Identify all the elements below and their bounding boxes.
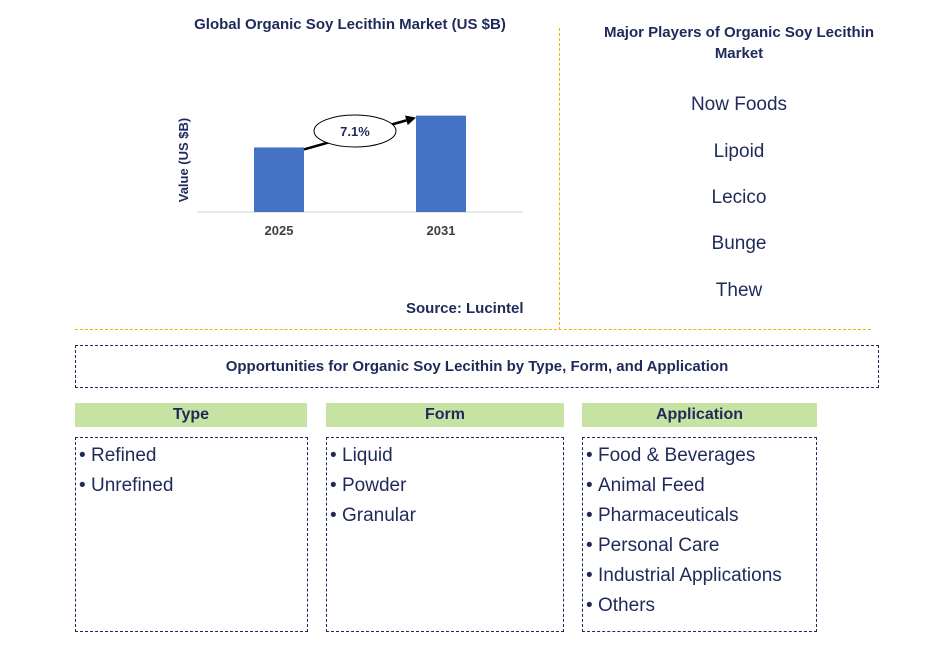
horizontal-divider [75,329,871,330]
list-item: • Granular [330,505,416,526]
column-header-type: Type [75,403,307,427]
list-item: • Others [586,595,656,616]
cagr-bubble [313,114,397,148]
column-header-form: Form [326,403,564,427]
column-header-application: Application [582,403,817,427]
player-name: Now Foods [690,94,788,115]
bar-2025 [254,147,304,212]
cagr-arrowhead [405,115,416,126]
cagr-label: 7.1% [340,124,370,139]
vertical-divider [559,28,560,330]
list-item: • Powder [330,475,407,496]
player-name: Bunge [711,233,767,254]
chart-svg: Value (US $B) 2025 2031 7.1% [176,114,523,238]
bar-2031 [416,115,466,212]
list-item: • Animal Feed [586,475,705,496]
opportunities-title: Opportunities for Organic Soy Lecithin b… [75,345,879,388]
source-label: Source: Lucintel [406,300,524,317]
x-tick-label: 2031 [427,223,456,238]
player-name: Thew [715,280,763,301]
player-name: Lecico [711,187,767,208]
list-item: • Refined [79,445,157,466]
list-item: • Personal Care [586,535,720,556]
list-item: • Industrial Applications [586,565,782,586]
list-item: • Pharmaceuticals [586,505,739,526]
chart-title: Global Organic Soy Lecithin Market (US $… [194,16,506,33]
column-list-form: • Liquid • Powder • Granular [326,437,564,632]
y-axis-label: Value (US $B) [176,118,191,203]
column-list-application: • Food & Beverages • Animal Feed • Pharmace… [582,437,817,632]
list-item: • Liquid [330,445,393,466]
list-item: • Food & Beverages [586,445,756,466]
opportunities-title-text: Opportunities for Organic Soy Lecithin b… [225,358,729,375]
x-tick-label: 2025 [265,223,294,238]
player-name: Lipoid [713,141,765,162]
list-item: • Unrefined [79,475,174,496]
column-list-type: • Refined • Unrefined [75,437,308,632]
players-title: Major Players of Organic Soy Lecithin Ma… [603,24,875,62]
